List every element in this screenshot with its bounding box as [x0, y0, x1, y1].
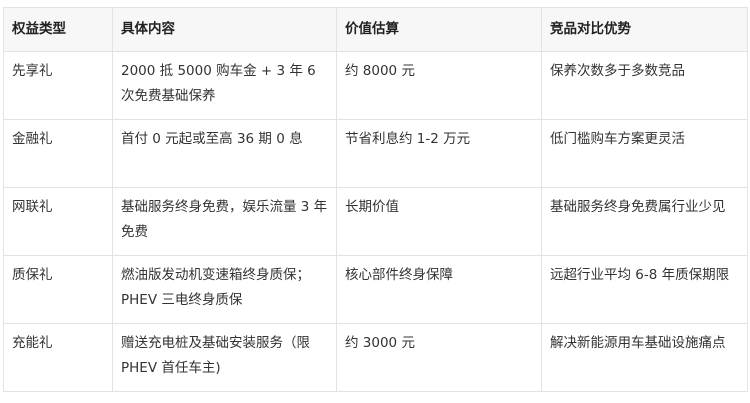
table-row: 质保礼 燃油版发动机变速箱终身质保；PHEV 三电终身质保 核心部件终身保障 远… [3, 255, 748, 324]
cell-content: 2000 抵 5000 购车金 + 3 年 6 次免费基础保养 [112, 51, 337, 120]
table-row: 金融礼 首付 0 元起或至高 36 期 0 息 节省利息约 1-2 万元 低门槛… [3, 119, 748, 188]
cell-value: 约 8000 元 [336, 51, 542, 120]
header-content: 具体内容 [112, 7, 337, 52]
cell-content: 首付 0 元起或至高 36 期 0 息 [112, 119, 337, 188]
cell-benefit-type: 先享礼 [3, 51, 113, 120]
cell-advantage: 保养次数多于多数竞品 [541, 51, 748, 120]
cell-benefit-type: 网联礼 [3, 187, 113, 256]
header-advantage: 竞品对比优势 [541, 7, 748, 52]
cell-advantage: 远超行业平均 6-8 年质保期限 [541, 255, 748, 324]
cell-content: 赠送充电桩及基础安装服务（限 PHEV 首任车主) [112, 323, 337, 392]
header-value: 价值估算 [336, 7, 542, 52]
cell-value: 约 3000 元 [336, 323, 542, 392]
cell-benefit-type: 质保礼 [3, 255, 113, 324]
table-row: 网联礼 基础服务终身免费，娱乐流量 3 年免费 长期价值 基础服务终身免费属行业… [3, 187, 748, 256]
cell-content: 基础服务终身免费，娱乐流量 3 年免费 [112, 187, 337, 256]
table-row: 先享礼 2000 抵 5000 购车金 + 3 年 6 次免费基础保养 约 80… [3, 51, 748, 120]
benefits-table: 权益类型 具体内容 价值估算 竞品对比优势 先享礼 2000 抵 5000 购车… [3, 7, 748, 392]
header-benefit-type: 权益类型 [3, 7, 113, 52]
cell-benefit-type: 金融礼 [3, 119, 113, 188]
cell-content: 燃油版发动机变速箱终身质保；PHEV 三电终身质保 [112, 255, 337, 324]
cell-advantage: 低门槛购车方案更灵活 [541, 119, 748, 188]
cell-value: 节省利息约 1-2 万元 [336, 119, 542, 188]
cell-value: 核心部件终身保障 [336, 255, 542, 324]
cell-value: 长期价值 [336, 187, 542, 256]
cell-advantage: 基础服务终身免费属行业少见 [541, 187, 748, 256]
cell-advantage: 解决新能源用车基础设施痛点 [541, 323, 748, 392]
cell-benefit-type: 充能礼 [3, 323, 113, 392]
table-row: 充能礼 赠送充电桩及基础安装服务（限 PHEV 首任车主) 约 3000 元 解… [3, 323, 748, 392]
table-header-row: 权益类型 具体内容 价值估算 竞品对比优势 [3, 7, 748, 52]
